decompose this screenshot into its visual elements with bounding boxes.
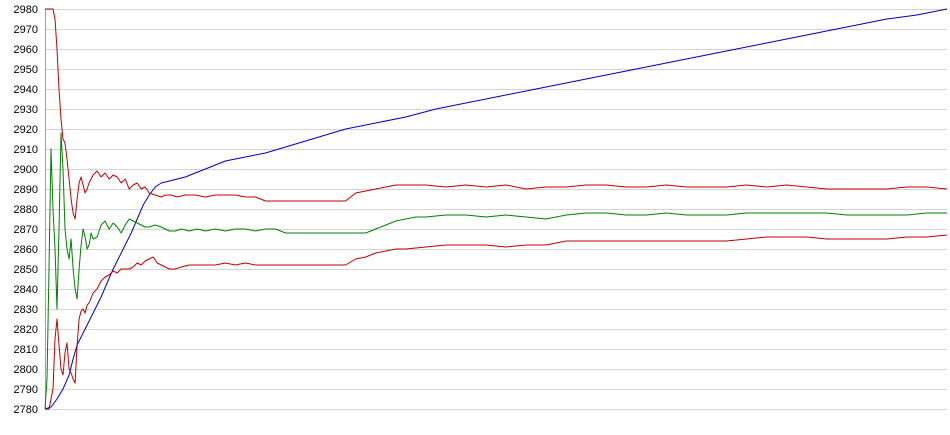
y-tick-label: 2880 — [14, 204, 38, 216]
y-tick-label: 2960 — [14, 44, 38, 56]
series-line-2 — [44, 132, 947, 410]
series-line-4 — [45, 234, 948, 410]
y-tick-label: 2970 — [14, 24, 38, 36]
y-tick-label: 2950 — [14, 64, 38, 76]
y-tick-label: 2810 — [14, 344, 38, 356]
series-line-3 — [45, 8, 948, 220]
y-tick-label: 2800 — [14, 364, 38, 376]
series-lines — [44, 8, 948, 410]
y-tick-label: 2860 — [14, 244, 38, 256]
y-tick-label: 2910 — [14, 144, 38, 156]
y-tick-label: 2790 — [14, 384, 38, 396]
series-line-1 — [44, 8, 948, 410]
y-tick-label: 2840 — [14, 284, 38, 296]
y-tick-label: 2780 — [14, 404, 38, 416]
y-tick-label: 2850 — [14, 264, 38, 276]
gridlines — [45, 9, 947, 410]
y-tick-label: 2940 — [14, 84, 38, 96]
y-tick-label: 2890 — [14, 184, 38, 196]
y-tick-label: 2980 — [14, 4, 38, 16]
y-tick-label: 2830 — [14, 304, 38, 316]
y-tick-label: 2820 — [14, 324, 38, 336]
y-tick-label: 2920 — [14, 124, 38, 136]
y-tick-label: 2930 — [14, 104, 38, 116]
y-tick-label: 2900 — [14, 164, 38, 176]
y-tick-label: 2870 — [14, 224, 38, 236]
y-tick-labels: 2780 2790 2800 2810 2820 2830 2840 2850 2860 2870… — [14, 4, 38, 416]
